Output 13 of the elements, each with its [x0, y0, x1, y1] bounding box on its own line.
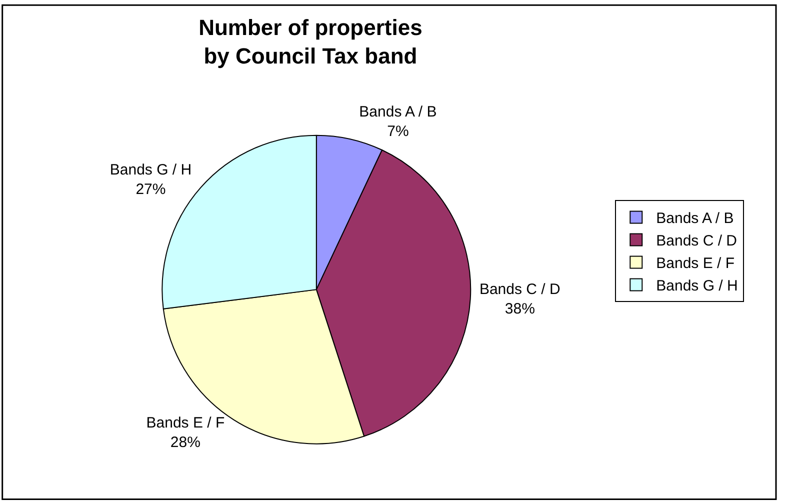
- slice-label: Bands G / H: [110, 161, 192, 178]
- legend-label: Bands C / D: [656, 232, 738, 250]
- data-label: 7%: [387, 122, 409, 140]
- data-label: 38%: [504, 300, 535, 318]
- legend-label: Bands E / F: [656, 255, 735, 272]
- legend-label: Bands A / B: [656, 210, 734, 228]
- data-label: 27%: [136, 180, 166, 198]
- slice-label: Bands C / D: [479, 281, 560, 298]
- slice-label: Bands A / B: [359, 103, 437, 120]
- chart-title: Number of properties by Council Tax band: [198, 15, 422, 69]
- slice-label: Bands E / F: [146, 414, 225, 432]
- data-label: 28%: [170, 434, 200, 452]
- legend-label: Bands G / H: [656, 278, 738, 295]
